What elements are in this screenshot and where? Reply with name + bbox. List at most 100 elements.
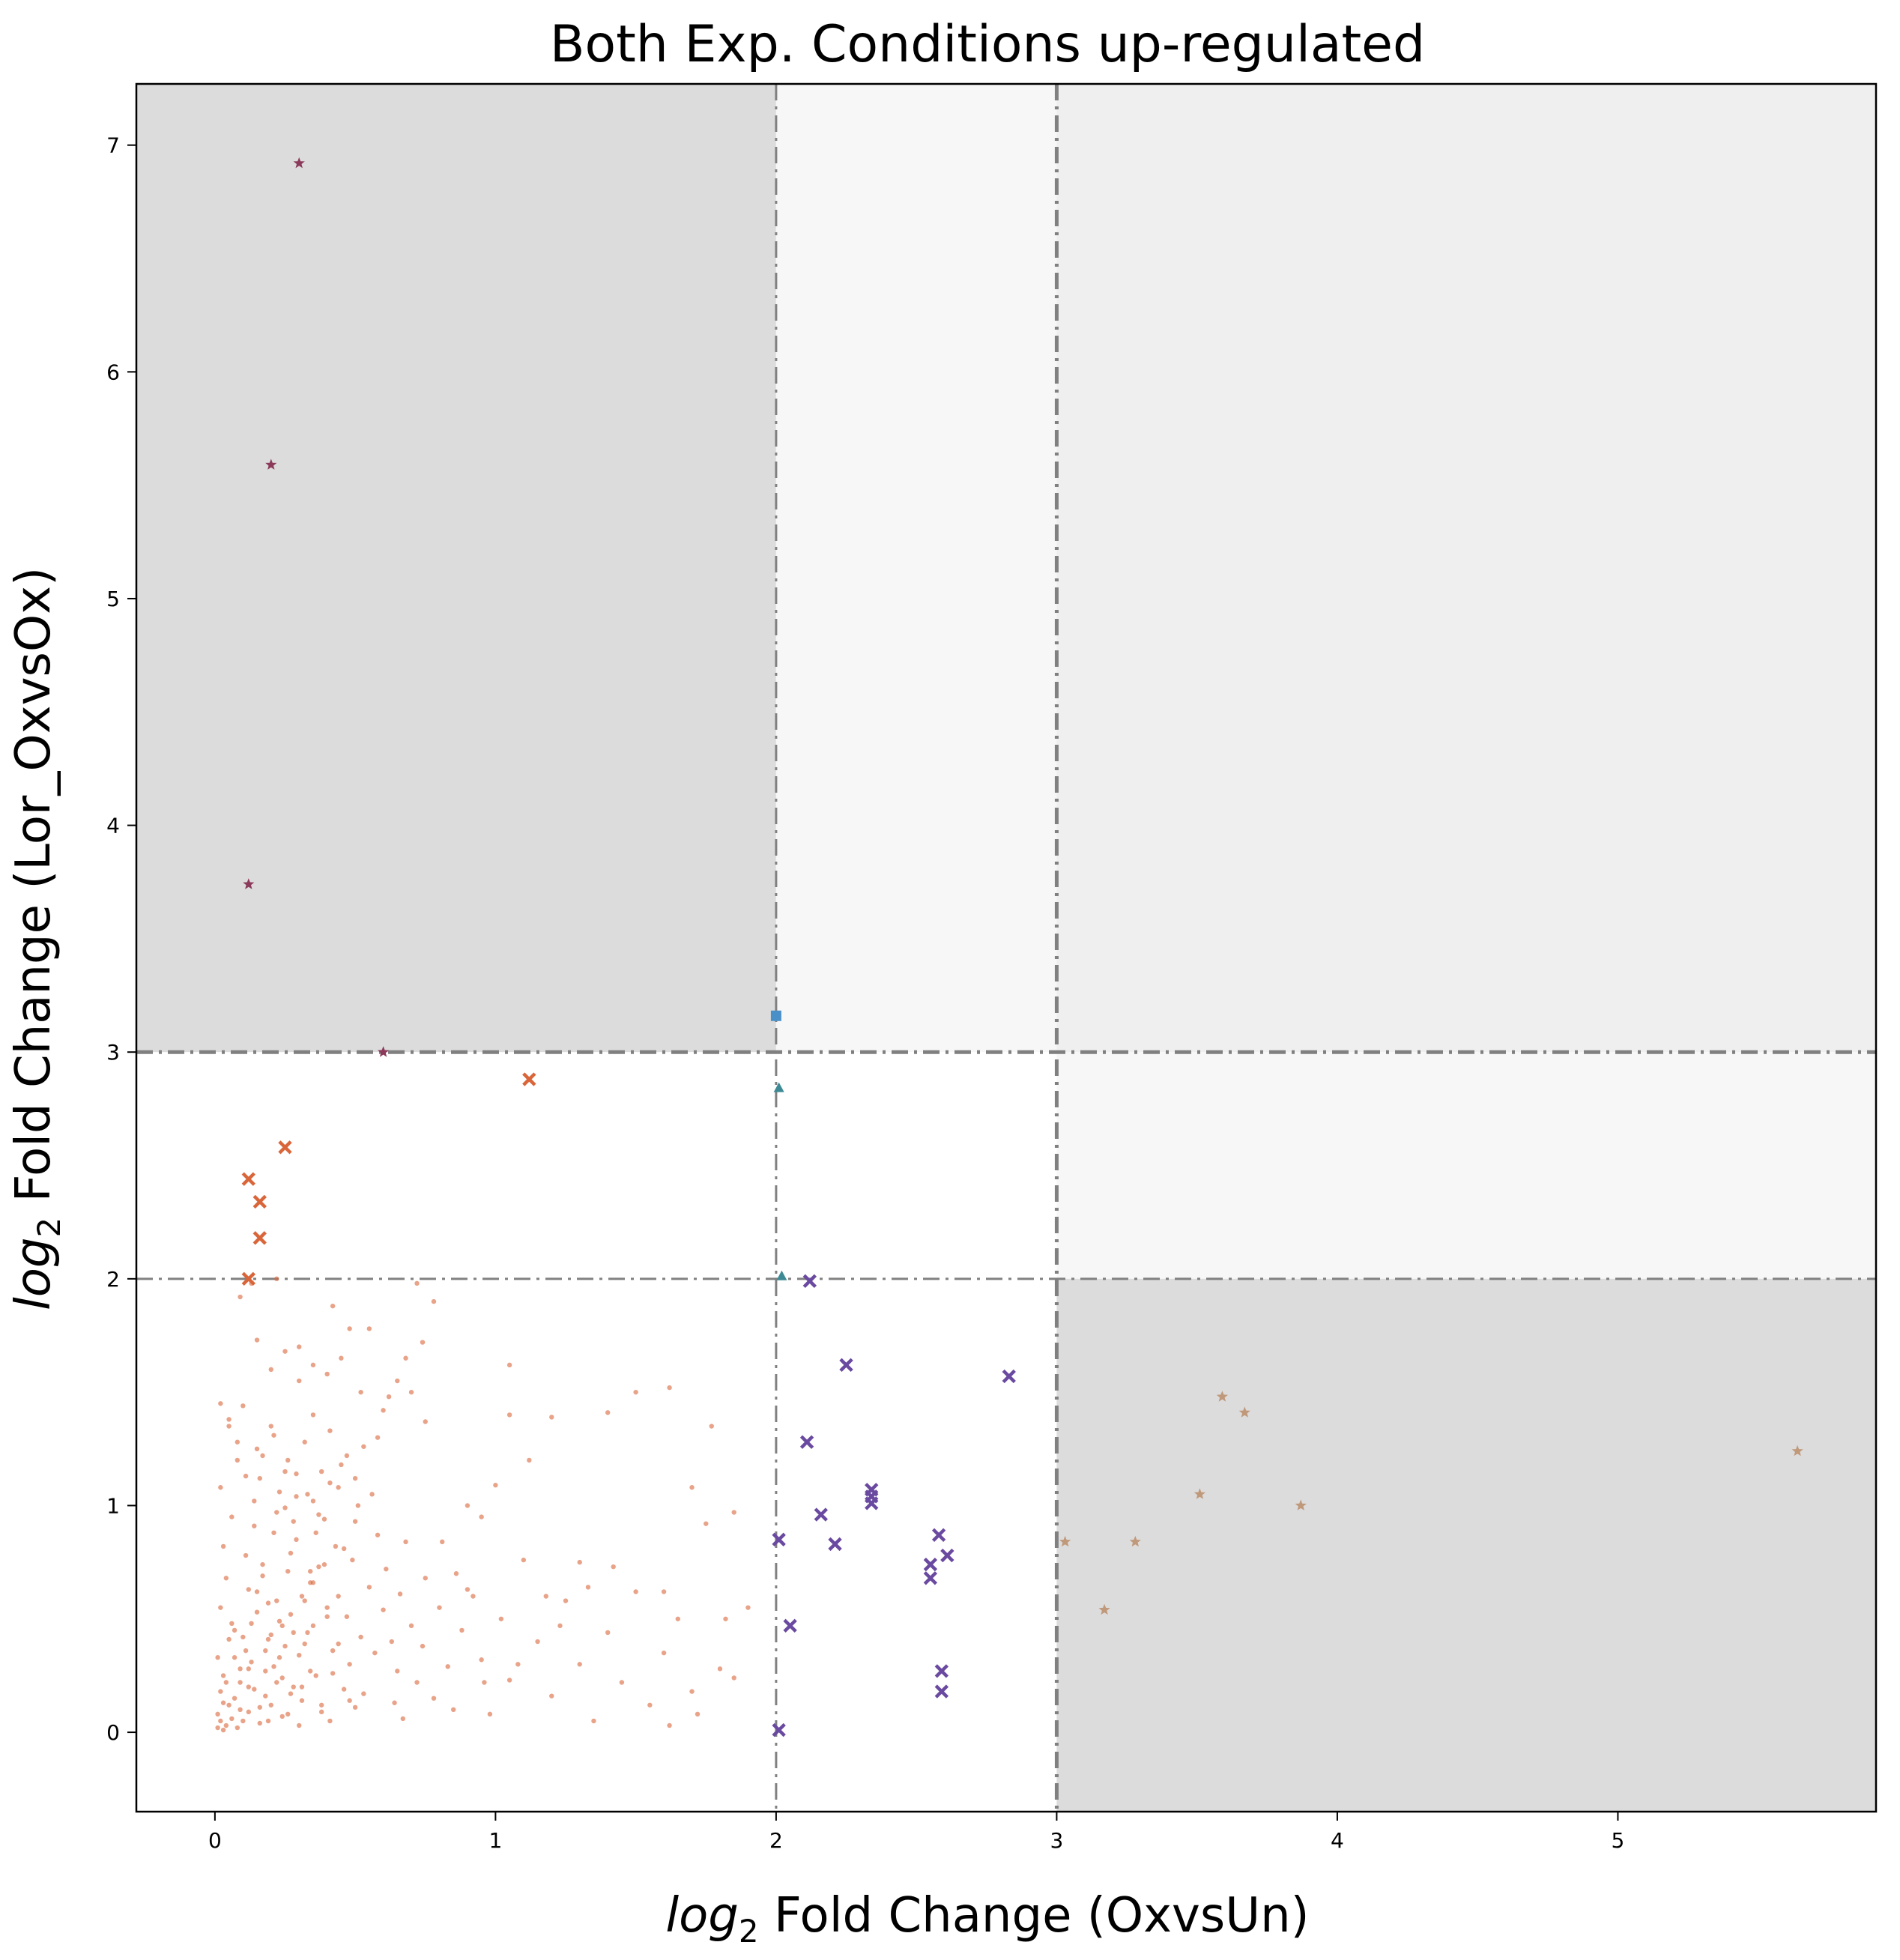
threshold-lines: [136, 84, 1876, 1812]
y-axis-title: log2 Fold Change (Lor_OxvsOx): [6, 567, 67, 1310]
y-tick-label-7: 7: [106, 133, 120, 158]
point-s0-210: [482, 1680, 487, 1685]
point-s0-119: [318, 1702, 324, 1708]
point-s0-114: [487, 1711, 493, 1717]
shaded-region-3: [1056, 1052, 1876, 1279]
point-s0-91: [397, 1591, 403, 1597]
point-s0-34: [279, 1714, 285, 1719]
point-s0-196: [386, 1394, 392, 1400]
point-s6-1: [1238, 1406, 1250, 1418]
point-s0-124: [577, 1662, 582, 1667]
point-s0-25: [263, 1669, 268, 1674]
point-s0-110: [299, 1684, 305, 1690]
point-s0-109: [459, 1627, 465, 1633]
point-s0-62: [254, 1446, 260, 1452]
point-s6-0: [1216, 1391, 1228, 1402]
point-s0-47: [252, 1523, 257, 1528]
point-s0-137: [336, 1641, 341, 1647]
point-s0-168: [282, 1349, 288, 1354]
point-s5-2: [1002, 1369, 1016, 1384]
point-s0-92: [282, 1469, 288, 1474]
chart-title: Both Exp. Conditions up-regulated: [550, 15, 1425, 74]
point-s0-54: [310, 1623, 316, 1629]
shaded-region-2: [1056, 84, 1876, 1053]
point-s0-188: [709, 1424, 714, 1429]
point-s0-162: [352, 1475, 358, 1481]
data-points: [215, 157, 1803, 1737]
point-s0-33: [271, 1530, 276, 1535]
point-s0-191: [527, 1457, 532, 1463]
point-s0-10: [215, 1655, 220, 1660]
point-s5-6: [865, 1496, 879, 1510]
point-s5-17: [772, 1722, 786, 1737]
x-axis-title-log: log: [665, 1888, 739, 1944]
point-s0-134: [321, 1561, 327, 1567]
point-s0-104: [294, 1494, 299, 1499]
point-s1-2: [241, 1172, 255, 1186]
point-s0-55: [318, 1709, 324, 1715]
point-s0-130: [633, 1589, 638, 1594]
point-s0-185: [549, 1415, 554, 1420]
point-s0-84: [372, 1650, 378, 1656]
point-s0-103: [431, 1696, 437, 1701]
y-axis-title-text: Fold Change (Lor_OxvsOx): [6, 567, 61, 1218]
point-s0-151: [260, 1453, 265, 1459]
point-s0-232: [265, 1718, 271, 1724]
point-s0-38: [232, 1627, 238, 1633]
point-s0-26: [218, 1485, 223, 1490]
point-s0-68: [260, 1573, 265, 1579]
point-s0-219: [240, 1634, 246, 1640]
point-s0-204: [611, 1564, 616, 1570]
point-s0-213: [557, 1623, 563, 1629]
point-s0-234: [282, 1643, 288, 1649]
x-tick-label-4: 4: [1331, 1828, 1344, 1853]
point-s0-237: [308, 1669, 313, 1674]
point-s5-16: [934, 1684, 949, 1699]
point-s0-224: [263, 1648, 268, 1654]
point-s0-153: [276, 1489, 282, 1495]
point-s0-230: [246, 1666, 252, 1672]
point-s0-184: [506, 1362, 512, 1368]
point-s0-154: [285, 1457, 291, 1463]
point-s0-97: [408, 1623, 414, 1629]
shaded-region-4: [1056, 1278, 1876, 1812]
point-s0-235: [291, 1630, 296, 1636]
point-s0-115: [498, 1616, 504, 1621]
point-s0-81: [361, 1691, 366, 1696]
point-s0-116: [305, 1630, 310, 1636]
point-s0-123: [563, 1598, 569, 1603]
point-s0-63: [327, 1718, 333, 1724]
point-s0-147: [226, 1417, 232, 1422]
point-s0-166: [254, 1337, 260, 1343]
point-s0-157: [310, 1498, 316, 1504]
point-s0-108: [451, 1707, 456, 1713]
point-s0-4: [223, 1722, 229, 1728]
point-s6-6: [1129, 1535, 1141, 1547]
point-s0-202: [310, 1412, 316, 1418]
point-s0-209: [515, 1662, 521, 1667]
point-s0-77: [279, 1675, 285, 1681]
point-s0-149: [243, 1473, 249, 1479]
point-s0-120: [535, 1639, 540, 1645]
point-s0-165: [238, 1294, 243, 1300]
point-s0-152: [268, 1424, 273, 1429]
point-s0-98: [288, 1550, 294, 1556]
point-s0-15: [238, 1666, 243, 1672]
point-s0-183: [297, 1344, 302, 1349]
point-s6-2: [1791, 1445, 1803, 1457]
point-s0-200: [358, 1389, 363, 1395]
point-s0-60: [321, 1516, 327, 1522]
point-s0-39: [282, 1505, 288, 1510]
x-axis-title-text: Fold Change (OxvsUn): [759, 1888, 1310, 1944]
plot-frame: [135, 82, 1878, 1813]
point-s0-146: [218, 1401, 223, 1406]
point-s0-95: [297, 1652, 302, 1658]
point-s0-12: [232, 1696, 238, 1701]
point-s0-69: [339, 1462, 344, 1468]
point-s6-5: [1059, 1535, 1071, 1547]
point-s6-7: [1098, 1603, 1110, 1615]
point-s0-139: [717, 1666, 723, 1672]
point-s0-128: [316, 1512, 321, 1517]
point-s0-5: [226, 1702, 232, 1708]
point-s0-231: [257, 1705, 262, 1710]
